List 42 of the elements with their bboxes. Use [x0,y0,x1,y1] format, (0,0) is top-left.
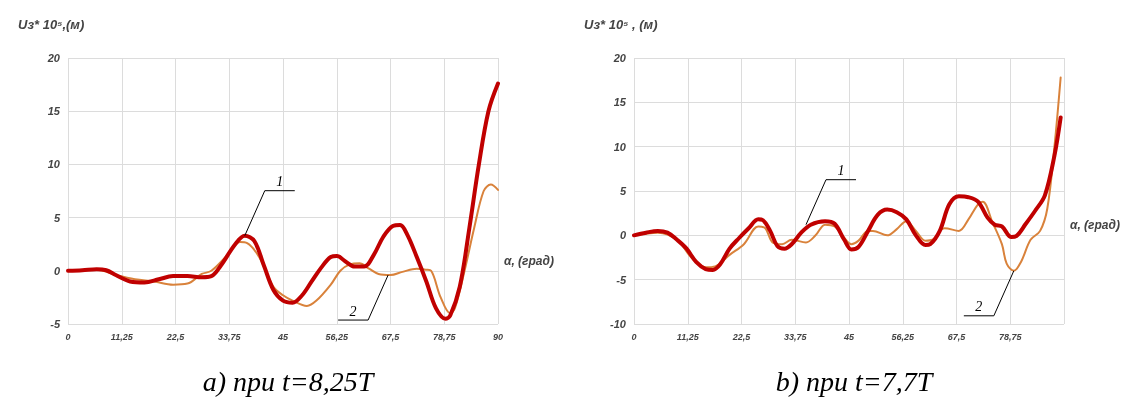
y-tick-label: 15 [613,96,627,109]
x-tick-label: 67,5 [381,331,401,342]
x-tick-label: 67,5 [947,331,967,342]
x-tick-label: 78,75 [432,331,457,342]
annotation: 1 [276,174,284,190]
x-tick-label: 11,25 [110,331,134,342]
x-tick-label: 45 [842,331,855,342]
x-tick-label: 22,5 [165,331,186,342]
y-tick-label: 10 [613,140,627,153]
x-tick-label: 33,75 [783,331,808,342]
x-tick-label: 90 [492,331,504,342]
y-tick-label: 10 [47,158,61,171]
y-tick-label: 5 [619,185,627,197]
y-axis-title: Uз* 10⁵ , (м) [584,17,658,32]
y-axis-title: Uз* 10⁵,(м) [18,17,85,32]
x-axis-title: α, (град) [504,253,554,268]
y-tick-label: -10 [610,318,627,330]
x-tick-label: 0 [631,331,637,342]
y-tick-label: 20 [612,52,627,64]
text: a) при t=8,25T [202,365,376,397]
line-series [632,115,1063,272]
x-tick-label: 56,25 [891,331,915,342]
y-tick-label: -5 [50,318,61,330]
x-tick-label: 78,75 [998,331,1023,342]
x-axis-title: α, (град) [1070,218,1120,233]
text: b) при t=7,7T [775,365,935,397]
y-tick-label: 5 [53,211,61,224]
y-tick-label: -5 [616,273,627,286]
y-tick-label: 15 [47,105,61,118]
x-tick-label: 33,75 [217,331,242,342]
annotation: 2 [975,299,983,315]
annotation: 2 [349,303,357,319]
y-tick-label: 0 [53,264,61,277]
y-tick-label: 20 [46,52,61,64]
annotation: 1 [837,163,845,179]
x-tick-label: 0 [65,331,71,342]
x-tick-label: 45 [276,331,289,342]
x-tick-label: 11,25 [676,331,700,342]
y-tick-label: 0 [619,229,627,242]
line-series [66,81,500,321]
x-tick-label: 56,25 [325,331,349,342]
x-tick-label: 22,5 [731,331,752,342]
